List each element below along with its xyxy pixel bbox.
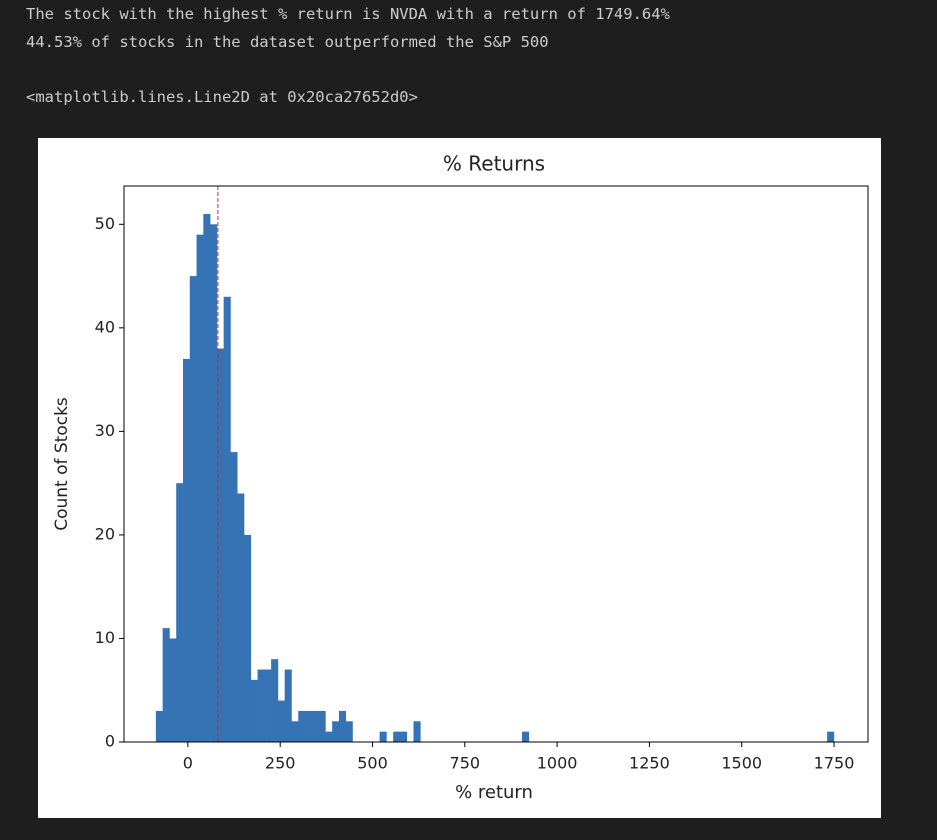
- bar: [345, 721, 353, 742]
- bar: [338, 710, 347, 742]
- bar: [203, 213, 211, 742]
- bar: [399, 731, 408, 742]
- y-tick-label: 50: [95, 214, 115, 233]
- bar: [257, 669, 265, 742]
- bar: [393, 731, 401, 742]
- bar: [216, 348, 224, 742]
- bar: [244, 534, 252, 742]
- bar: [318, 710, 326, 742]
- bar: [325, 731, 333, 742]
- bar: [284, 669, 292, 742]
- bar: [196, 234, 204, 742]
- x-tick-label: 1750: [814, 754, 855, 773]
- bar: [223, 296, 231, 742]
- bar: [522, 731, 530, 742]
- bar: [237, 493, 245, 742]
- bar: [311, 710, 319, 742]
- bar: [230, 452, 238, 742]
- bar: [305, 710, 313, 742]
- x-tick-label: 1500: [721, 754, 762, 773]
- bar: [332, 721, 340, 742]
- output-line: The stock with the highest % return is N…: [26, 5, 670, 23]
- x-tick-label: 250: [265, 754, 296, 773]
- output-line: 44.53% of stocks in the dataset outperfo…: [26, 33, 549, 51]
- axes-frame: [123, 185, 869, 743]
- bar: [264, 669, 272, 742]
- y-tick-label: 30: [95, 421, 115, 440]
- y-tick-label: 40: [95, 317, 115, 336]
- x-tick-label: 1250: [629, 754, 670, 773]
- bar: [210, 224, 218, 742]
- chart: % Returns % return Count of Stocks 0 250 5…: [38, 138, 881, 818]
- bar: [189, 276, 197, 742]
- x-tick-label: 750: [450, 754, 481, 773]
- bar: [277, 700, 285, 742]
- bar: [291, 721, 299, 742]
- bar: [271, 659, 279, 742]
- y-axis-label: Count of Stocks: [52, 397, 72, 531]
- y-tick-label: 0: [105, 732, 115, 751]
- bar: [379, 731, 387, 742]
- chart-title: % Returns: [443, 152, 545, 176]
- bar: [182, 358, 191, 742]
- x-tick-label: 1000: [537, 754, 578, 773]
- bar: [413, 721, 421, 742]
- x-tick-label: 500: [357, 754, 388, 773]
- output-line: <matplotlib.lines.Line2D at 0x20ca27652d…: [26, 88, 418, 106]
- y-tick-label: 20: [95, 524, 115, 543]
- x-tick-label: 0: [183, 754, 193, 773]
- bar: [169, 638, 177, 742]
- bar: [827, 731, 835, 742]
- bar: [162, 628, 170, 742]
- bar: [298, 710, 306, 742]
- x-axis-label: % return: [455, 782, 533, 803]
- bar: [250, 679, 258, 742]
- y-tick-label: 10: [95, 628, 115, 647]
- bar: [155, 710, 163, 742]
- bar: [176, 483, 184, 742]
